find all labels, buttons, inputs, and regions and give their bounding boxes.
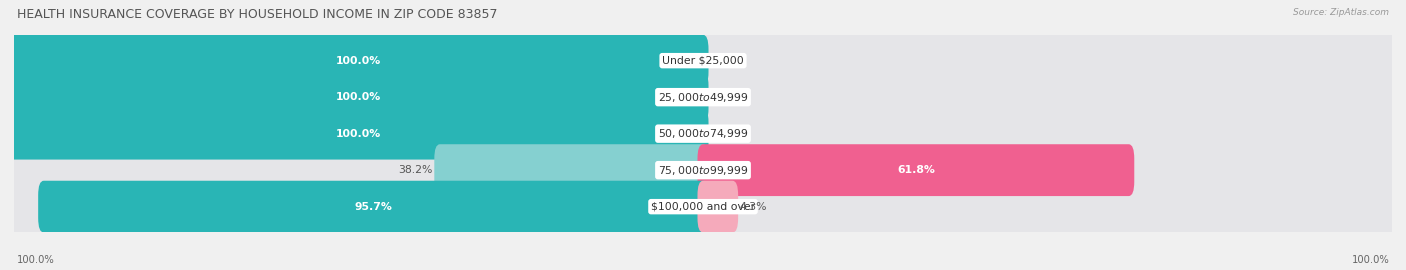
Text: Source: ZipAtlas.com: Source: ZipAtlas.com — [1294, 8, 1389, 17]
Text: 4.3%: 4.3% — [740, 202, 768, 212]
Text: Under $25,000: Under $25,000 — [662, 56, 744, 66]
FancyBboxPatch shape — [697, 181, 738, 232]
Text: $50,000 to $74,999: $50,000 to $74,999 — [658, 127, 748, 140]
Text: $100,000 and over: $100,000 and over — [651, 202, 755, 212]
FancyBboxPatch shape — [38, 181, 709, 232]
FancyBboxPatch shape — [434, 144, 709, 196]
Text: HEALTH INSURANCE COVERAGE BY HOUSEHOLD INCOME IN ZIP CODE 83857: HEALTH INSURANCE COVERAGE BY HOUSEHOLD I… — [17, 8, 498, 21]
Text: $25,000 to $49,999: $25,000 to $49,999 — [658, 91, 748, 104]
FancyBboxPatch shape — [8, 108, 709, 160]
FancyBboxPatch shape — [7, 55, 1399, 140]
Text: 100.0%: 100.0% — [336, 56, 381, 66]
Text: 38.2%: 38.2% — [398, 165, 433, 175]
FancyBboxPatch shape — [7, 18, 1399, 103]
Text: 100.0%: 100.0% — [1351, 255, 1389, 265]
FancyBboxPatch shape — [8, 35, 709, 87]
FancyBboxPatch shape — [697, 144, 1135, 196]
Text: 100.0%: 100.0% — [17, 255, 55, 265]
Text: 95.7%: 95.7% — [354, 202, 392, 212]
Text: 100.0%: 100.0% — [336, 129, 381, 139]
FancyBboxPatch shape — [7, 91, 1399, 176]
FancyBboxPatch shape — [7, 128, 1399, 212]
Text: $75,000 to $99,999: $75,000 to $99,999 — [658, 164, 748, 177]
Text: 61.8%: 61.8% — [897, 165, 935, 175]
Text: 100.0%: 100.0% — [336, 92, 381, 102]
FancyBboxPatch shape — [8, 71, 709, 123]
FancyBboxPatch shape — [7, 164, 1399, 249]
